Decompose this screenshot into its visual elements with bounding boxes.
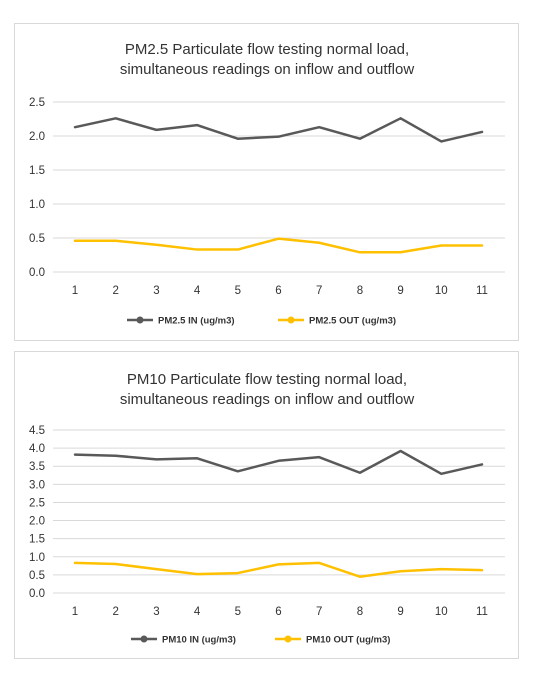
pm10-chart-title-line: simultaneous readings on inflow and outf… (120, 391, 415, 408)
legend-label: PM2.5 OUT (ug/m3) (309, 316, 396, 327)
pm25-x-tick-label: 10 (435, 285, 448, 297)
pm25-legend-item: PM2.5 IN (ug/m3) (127, 316, 235, 327)
pm25-x-tick-label: 8 (357, 285, 363, 297)
pm10-x-tick-label: 2 (112, 606, 118, 618)
pm10-chart-panel: PM10 Particulate flow testing normal loa… (14, 351, 519, 659)
pm10-x-tick-label: 4 (194, 606, 201, 618)
pm10-x-tick-label: 6 (275, 606, 281, 618)
pm25-chart-title-line: simultaneous readings on inflow and outf… (120, 61, 415, 78)
pm10-y-tick-label: 3.5 (29, 461, 45, 473)
pm10-y-tick-label: 1.0 (29, 552, 45, 564)
pm10-legend-item: PM10 IN (ug/m3) (131, 635, 236, 646)
legend-dot-marker (284, 635, 292, 643)
pm25-y-tick-label: 1.0 (29, 199, 45, 211)
pm10-y-tick-label: 4.5 (29, 425, 45, 437)
pm10-x-tick-label: 11 (476, 606, 488, 618)
pm10-chart-title-line: PM10 Particulate flow testing normal loa… (127, 371, 407, 388)
pm25-y-tick-label: 0.5 (29, 233, 45, 245)
pm10-x-tick-label: 8 (357, 606, 363, 618)
pm10-y-tick-label: 2.0 (29, 516, 45, 528)
pm25-x-tick-label: 5 (235, 285, 241, 297)
pm25-x-tick-label: 2 (112, 285, 118, 297)
pm10-out-series-line (73, 561, 484, 578)
pm25-x-tick-label: 4 (194, 285, 201, 297)
pm10-y-tick-label: 3.0 (29, 479, 45, 491)
pm25-legend-item: PM2.5 OUT (ug/m3) (278, 316, 396, 327)
pm10-x-tick-label: 5 (235, 606, 241, 618)
pm25-x-tick-label: 1 (72, 285, 78, 297)
pm25-y-tick-label: 2.0 (29, 131, 45, 143)
pm10-y-tick-label: 4.0 (29, 443, 45, 455)
legend-dot-marker (140, 635, 148, 643)
pm10-x-tick-label: 1 (72, 606, 78, 618)
legend-label: PM2.5 IN (ug/m3) (158, 316, 235, 327)
legend-label: PM10 IN (ug/m3) (162, 635, 236, 646)
pm25-x-tick-label: 3 (153, 285, 159, 297)
pm10-y-tick-label: 0.5 (29, 570, 45, 582)
pm25-x-tick-label: 7 (316, 285, 322, 297)
pm10-x-tick-label: 3 (153, 606, 159, 618)
pm10-x-tick-label: 7 (316, 606, 322, 618)
pm25-out-series-line (73, 237, 484, 254)
pm25-y-tick-label: 2.5 (29, 97, 45, 109)
pm25-x-tick-label: 9 (397, 285, 403, 297)
pm25-x-tick-label: 6 (275, 285, 281, 297)
pm25-y-tick-label: 0.0 (29, 267, 45, 279)
pm10-x-tick-label: 10 (435, 606, 448, 618)
pm25-x-tick-label: 11 (476, 285, 488, 297)
legend-label: PM10 OUT (ug/m3) (306, 635, 390, 646)
pm10-legend-item: PM10 OUT (ug/m3) (275, 635, 390, 646)
legend-dot-marker (136, 316, 144, 324)
pm10-y-tick-label: 2.5 (29, 497, 45, 509)
pm25-line-chart: PM2.5 Particulate flow testing normal lo… (29, 41, 505, 327)
pm25-chart-title-line: PM2.5 Particulate flow testing normal lo… (125, 41, 409, 58)
pm25-in-series-line (73, 117, 484, 143)
pm25-chart-panel: PM2.5 Particulate flow testing normal lo… (14, 23, 519, 341)
pm10-line-chart: PM10 Particulate flow testing normal loa… (29, 371, 505, 646)
pm25-y-tick-label: 1.5 (29, 165, 45, 177)
pm10-y-tick-label: 1.5 (29, 534, 45, 546)
legend-dot-marker (287, 316, 295, 324)
pm10-x-tick-label: 9 (397, 606, 403, 618)
pm10-in-series-line (73, 449, 484, 476)
pm10-y-tick-label: 0.0 (29, 588, 45, 600)
